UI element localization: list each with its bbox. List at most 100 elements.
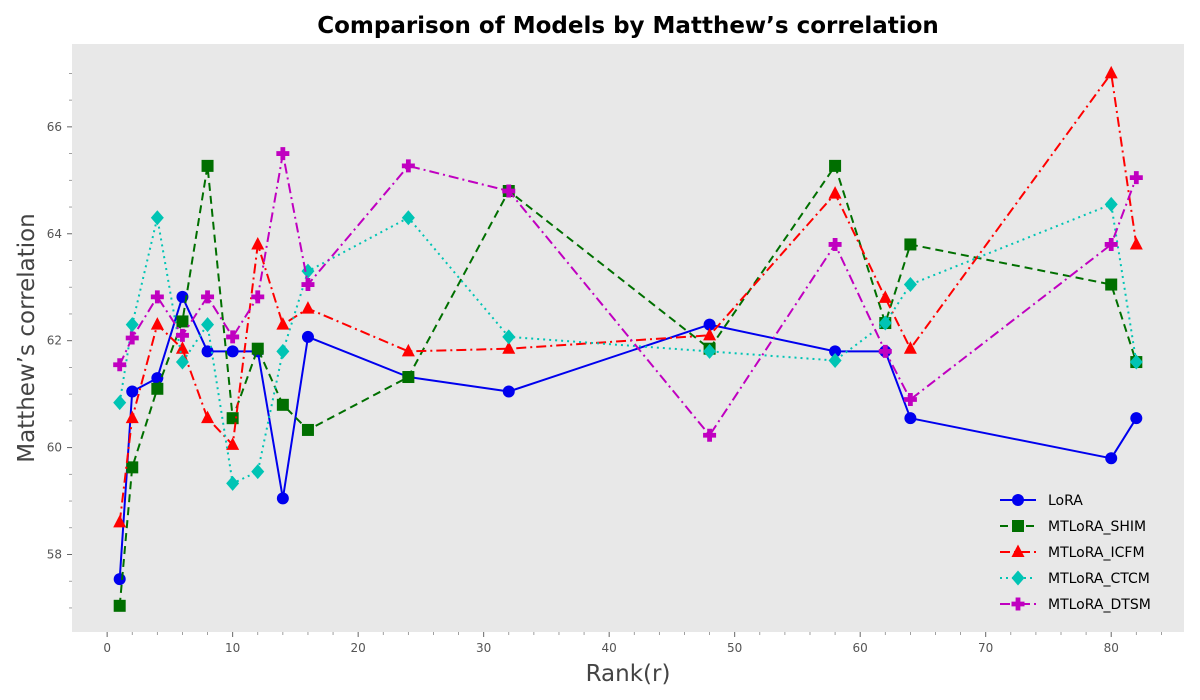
chart-title: Comparison of Models by Matthew’s correl… [317, 13, 939, 39]
data-point [276, 398, 289, 411]
data-point [301, 278, 315, 292]
legend-item: MTLoRA_CTCM [1000, 570, 1150, 587]
y-axis-label: Matthew’s correlation [14, 213, 40, 463]
data-point [226, 437, 240, 450]
axis-ticks: 0 10 20 30 40 50 60 70 80 58 60 62 64 66 [47, 73, 1162, 655]
legend-label: MTLoRA_CTCM [1048, 571, 1150, 587]
data-point [201, 345, 214, 358]
data-point [150, 290, 164, 304]
data-point [301, 423, 314, 436]
data-point [113, 358, 127, 372]
data-point [903, 341, 917, 354]
data-point [151, 382, 164, 395]
data-point [502, 341, 516, 354]
data-point [1105, 278, 1118, 291]
data-point [703, 327, 717, 341]
data-point [201, 159, 214, 172]
data-point [903, 277, 917, 293]
data-point [251, 342, 264, 355]
data-point [226, 475, 240, 491]
data-point [904, 238, 917, 251]
data-point [226, 330, 240, 344]
data-point [175, 328, 189, 342]
legend-marker [1012, 494, 1024, 506]
series-group [113, 65, 1143, 612]
plot-area [72, 44, 1184, 632]
data-point [829, 345, 842, 358]
data-point [829, 159, 842, 172]
data-point [828, 237, 842, 251]
x-tick-label: 0 [103, 641, 111, 655]
data-point [113, 395, 127, 411]
data-point [226, 412, 239, 425]
data-point [828, 352, 842, 368]
data-point [150, 317, 164, 330]
y-tick-label: 62 [47, 334, 62, 348]
legend-label: MTLoRA_ICFM [1048, 545, 1145, 561]
data-point [1104, 196, 1118, 212]
data-point [125, 317, 139, 333]
x-tick-label: 20 [351, 641, 366, 655]
y-tick-label: 66 [47, 120, 62, 134]
data-point [703, 318, 716, 331]
data-point [276, 343, 290, 359]
data-point [1129, 171, 1143, 185]
data-point [276, 317, 290, 330]
data-point [401, 210, 415, 226]
data-point [401, 159, 415, 173]
data-point [151, 372, 164, 385]
legend: LoRA MTLoRA_SHIM MTLoRA_ICFM MTLoRA_CTCM MTL… [1000, 493, 1151, 613]
data-point [878, 344, 892, 358]
legend-item: MTLoRA_SHIM [1000, 519, 1146, 535]
data-point [301, 301, 315, 314]
data-point [251, 290, 265, 304]
series-mtlora-shim [113, 159, 1143, 612]
y-tick-label: 60 [47, 441, 62, 455]
legend-marker [1012, 520, 1024, 532]
data-point [1104, 65, 1118, 79]
data-point [175, 341, 189, 354]
data-point [113, 573, 126, 586]
legend-item: MTLoRA_DTSM [1000, 597, 1151, 613]
data-point [201, 317, 215, 333]
legend-label: MTLoRA_DTSM [1048, 597, 1151, 613]
data-point [276, 147, 290, 161]
data-point [251, 236, 265, 250]
data-point [502, 385, 515, 398]
data-point [126, 385, 139, 398]
data-point [878, 290, 892, 303]
series-mtlora-dtsm [113, 147, 1143, 442]
legend-label: MTLoRA_SHIM [1048, 519, 1146, 535]
data-point [276, 492, 289, 505]
data-point [126, 461, 139, 474]
x-tick-label: 50 [727, 641, 742, 655]
data-point [878, 315, 892, 331]
data-point [828, 186, 842, 199]
data-point [150, 210, 164, 226]
x-tick-label: 10 [225, 641, 240, 655]
x-tick-label: 60 [853, 641, 868, 655]
data-point [401, 343, 415, 357]
data-point [402, 371, 415, 384]
data-point [125, 410, 139, 424]
data-point [125, 331, 139, 345]
legend-marker [1011, 597, 1025, 611]
legend-marker [1011, 544, 1025, 557]
legend-item: LoRA [1000, 493, 1083, 509]
data-point [1104, 237, 1118, 251]
data-point [176, 315, 189, 328]
data-point [904, 412, 917, 425]
data-point [251, 464, 265, 480]
legend-label: LoRA [1048, 493, 1083, 509]
data-point [201, 410, 215, 424]
data-point [226, 345, 239, 358]
y-tick-label: 64 [47, 227, 62, 241]
data-point [1129, 236, 1143, 250]
x-tick-label: 40 [602, 641, 617, 655]
data-point [703, 343, 717, 359]
legend-marker [1011, 570, 1025, 586]
data-point [502, 184, 516, 198]
data-point [502, 329, 516, 345]
data-point [113, 514, 127, 528]
